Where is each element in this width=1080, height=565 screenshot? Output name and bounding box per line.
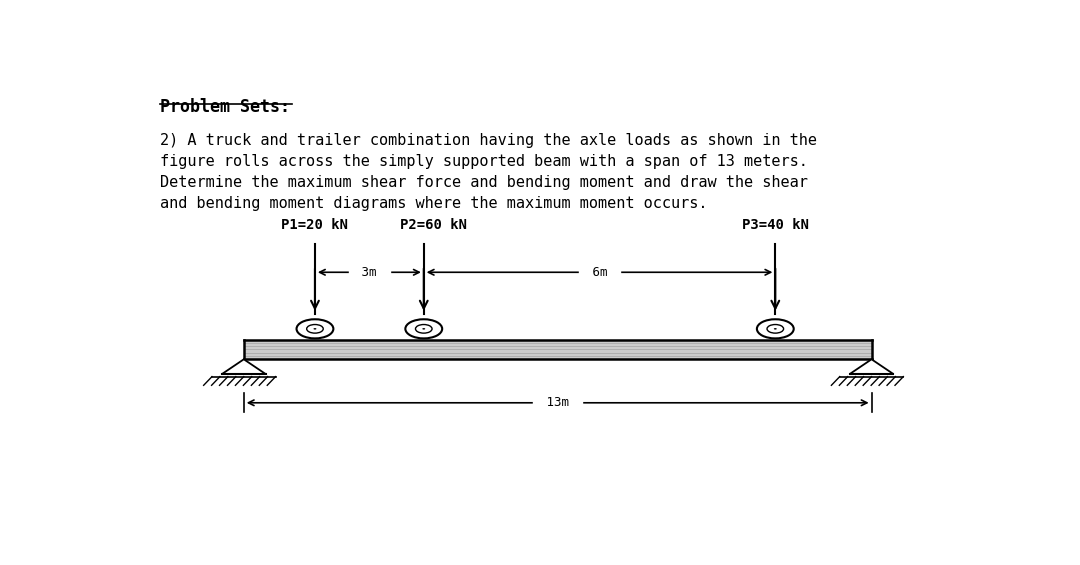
Circle shape (774, 328, 777, 329)
Text: P1=20 kN: P1=20 kN (282, 218, 349, 232)
Polygon shape (222, 359, 266, 374)
Polygon shape (850, 359, 893, 374)
Bar (244, 340, 872, 359)
Text: Problem Sets:: Problem Sets: (160, 98, 291, 116)
Text: 13m: 13m (539, 396, 577, 409)
Text: 6m: 6m (584, 266, 615, 279)
Text: 3m: 3m (354, 266, 384, 279)
Circle shape (422, 328, 426, 329)
Text: P3=40 kN: P3=40 kN (742, 218, 809, 232)
Circle shape (297, 320, 333, 338)
Circle shape (313, 328, 316, 329)
Text: 2) A truck and trailer combination having the axle loads as shown in the
figure : 2) A truck and trailer combination havin… (160, 133, 818, 211)
Circle shape (406, 320, 442, 338)
Text: P2=60 kN: P2=60 kN (401, 218, 468, 232)
Circle shape (757, 320, 793, 338)
